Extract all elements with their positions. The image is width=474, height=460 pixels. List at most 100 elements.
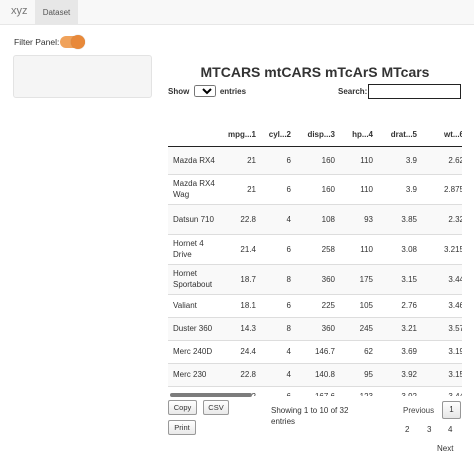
cell-hp: 123 [339, 385, 377, 396]
cell-mpg: 14.3 [222, 316, 260, 340]
cell-disp: 360 [295, 316, 339, 340]
cell-cyl: 6 [260, 293, 295, 317]
cell-hp: 245 [339, 316, 377, 340]
cell-disp: 258 [295, 233, 339, 264]
cell-drat: 3.85 [377, 203, 421, 234]
length-suffix: entries [219, 87, 247, 96]
cell-hp: 110 [339, 233, 377, 264]
column-header-rownames[interactable] [168, 124, 222, 147]
cell-wt: 2.62 [421, 145, 462, 174]
filter-panel-label: Filter Panel: [14, 37, 60, 47]
cell-drat: 3.69 [377, 339, 421, 363]
column-header-wt[interactable]: wt...6 [421, 124, 462, 147]
pagination-previous[interactable]: Previous [403, 406, 435, 415]
cell-cyl: 4 [260, 339, 295, 363]
cell-wt: 3.19 [421, 339, 462, 363]
cell-hp: 110 [339, 173, 377, 204]
cell-wt: 3.15 [421, 362, 462, 386]
cell-disp: 140.8 [295, 362, 339, 386]
cell-row-name: Merc 240D [168, 339, 222, 363]
cell-cyl: 6 [260, 385, 295, 396]
cell-row-name: Hornet 4 Drive [168, 233, 222, 264]
cell-cyl: 4 [260, 362, 295, 386]
pagination-page-4[interactable]: 4 [448, 425, 453, 434]
filter-panel-toggle[interactable] [60, 35, 85, 49]
cell-cyl: 4 [260, 203, 295, 234]
cell-row-name: Duster 360 [168, 316, 222, 340]
cell-drat: 3.08 [377, 233, 421, 264]
column-header-hp[interactable]: hp...4 [339, 124, 377, 147]
cell-hp: 175 [339, 263, 377, 294]
cell-mpg: 21.4 [222, 233, 260, 264]
length-select[interactable]: 10 [193, 85, 216, 97]
brand-title[interactable]: xyz [11, 5, 28, 17]
cell-drat: 3.92 [377, 362, 421, 386]
cell-wt: 3.215 [421, 233, 462, 264]
cell-disp: 108 [295, 203, 339, 234]
cell-row-name: Mazda RX4 Wag [168, 173, 222, 204]
cell-mpg: 24.4 [222, 339, 260, 363]
cell-wt: 3.44 [421, 385, 462, 396]
navbar: xyz Dataset [0, 0, 474, 25]
cell-cyl: 6 [260, 233, 295, 264]
cell-wt: 2.32 [421, 203, 462, 234]
cell-wt: 3.44 [421, 263, 462, 294]
table-info: Showing 1 to 10 of 32 entries [271, 406, 349, 426]
pagination-next[interactable]: Next [437, 444, 454, 453]
tab-dataset[interactable]: Dataset [35, 0, 78, 25]
cell-wt: 3.57 [421, 316, 462, 340]
cell-mpg: 21 [222, 173, 260, 204]
cell-drat: 3.9 [377, 145, 421, 174]
column-header-drat[interactable]: drat...5 [377, 124, 421, 147]
csv-button[interactable]: CSV [203, 400, 229, 415]
column-header-mpg[interactable]: mpg...1 [222, 124, 260, 147]
cell-disp: 160 [295, 173, 339, 204]
cell-hp: 95 [339, 362, 377, 386]
cell-row-name: Merc 230 [168, 362, 222, 386]
length-prefix: Show [168, 87, 190, 96]
cell-mpg: 22.8 [222, 362, 260, 386]
search-input[interactable] [368, 84, 461, 99]
cell-cyl: 8 [260, 263, 295, 294]
toggle-knob[interactable] [71, 35, 85, 49]
length-control: Show 10 entries [168, 85, 246, 97]
cell-wt: 3.46 [421, 293, 462, 317]
copy-button[interactable]: Copy [168, 400, 197, 415]
filter-panel [13, 55, 152, 98]
cell-drat: 3.15 [377, 263, 421, 294]
horizontal-scrollbar[interactable] [170, 393, 252, 397]
data-table: mpg...1 cyl...2 disp...3 hp...4 drat...5… [168, 124, 462, 396]
cell-row-name: Hornet Sportabout [168, 263, 222, 294]
cell-mpg: 21 [222, 145, 260, 174]
table-row[interactable]: Mazda RX4 Wag 21 6 160 110 3.9 2.875 [168, 173, 462, 204]
cell-hp: 93 [339, 203, 377, 234]
print-button[interactable]: Print [168, 420, 196, 435]
table-header-row: mpg...1 cyl...2 disp...3 hp...4 drat...5… [168, 124, 462, 147]
search-label: Search: [338, 87, 368, 96]
data-table-scroll[interactable]: mpg...1 cyl...2 disp...3 hp...4 drat...5… [168, 124, 462, 396]
pagination-page-current[interactable]: 1 [442, 401, 461, 419]
cell-cyl: 6 [260, 173, 295, 204]
cell-hp: 110 [339, 145, 377, 174]
cell-disp: 167.6 [295, 385, 339, 396]
table-row[interactable]: Hornet 4 Drive 21.4 6 258 110 3.08 3.215 [168, 233, 462, 264]
cell-disp: 160 [295, 145, 339, 174]
cell-mpg: 22.8 [222, 203, 260, 234]
cell-drat: 2.76 [377, 293, 421, 317]
cell-drat: 3.21 [377, 316, 421, 340]
cell-row-name: Mazda RX4 [168, 145, 222, 174]
pagination-page-2[interactable]: 2 [405, 425, 410, 434]
pagination-page-3[interactable]: 3 [427, 425, 432, 434]
column-header-cyl[interactable]: cyl...2 [260, 124, 295, 147]
column-header-disp[interactable]: disp...3 [295, 124, 339, 147]
cell-disp: 146.7 [295, 339, 339, 363]
cell-mpg: 18.7 [222, 263, 260, 294]
cell-wt: 2.875 [421, 173, 462, 204]
